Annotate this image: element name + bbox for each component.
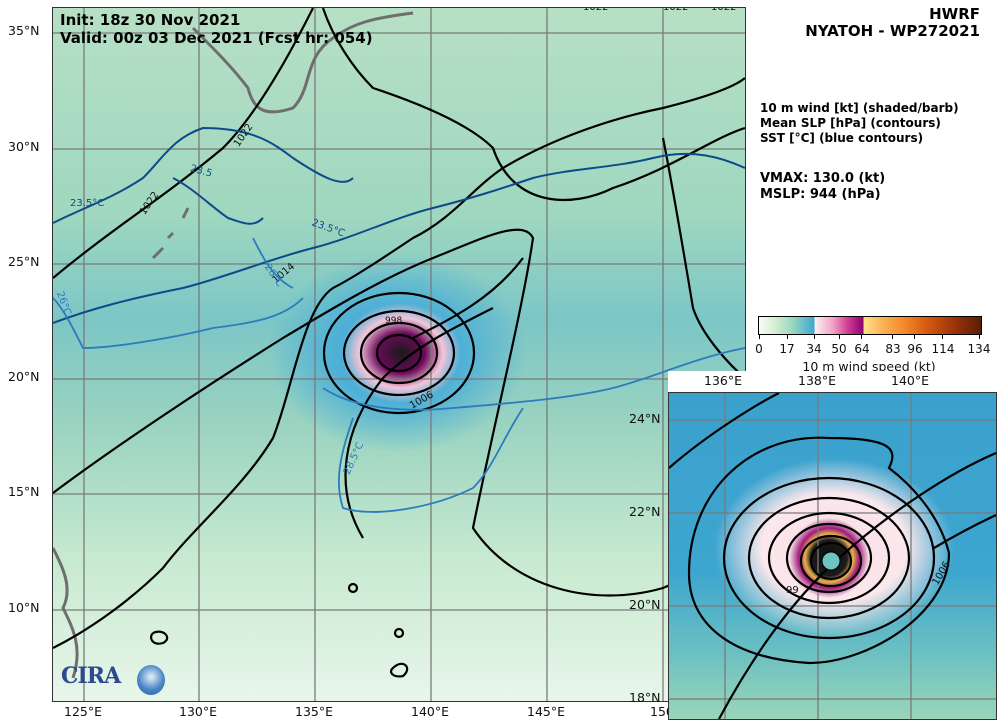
cira-logo: CIRA	[61, 663, 121, 689]
colorbar-tick: 34	[806, 342, 822, 356]
lat-label: 20°N	[8, 369, 40, 384]
inset-slp-contours	[669, 393, 996, 719]
model-name: HWRF	[929, 5, 980, 23]
inset-lat-label: 24°N	[629, 411, 661, 426]
inset-lat-label: 18°N	[629, 690, 661, 705]
colorbar-tick: 114	[931, 342, 955, 356]
inset-lon-label: 140°E	[890, 373, 930, 388]
inset-lon-label: 136°E	[704, 373, 743, 388]
sst-contours	[53, 126, 745, 324]
colorbar-tick: 134	[967, 342, 991, 356]
colorbar-tick: 64	[854, 342, 870, 356]
lat-label: 10°N	[8, 600, 40, 615]
lon-label: 135°E	[294, 704, 334, 719]
cira-logo-text: CIRA	[61, 663, 121, 689]
inset-lat-label: 22°N	[629, 504, 661, 519]
inset-lon-label: 138°E	[797, 373, 837, 388]
lon-label: 140°E	[410, 704, 450, 719]
storm-name: NYATOH - WP272021	[805, 22, 980, 40]
colorbar-tick: 0	[755, 342, 763, 356]
vmax-value: VMAX: 130.0 (kt)	[760, 171, 886, 186]
slp-contour-label: 1022	[583, 7, 609, 13]
lat-label: 35°N	[8, 23, 40, 38]
lat-label: 25°N	[8, 254, 40, 269]
init-time: Init: 18z 30 Nov 2021	[60, 11, 241, 29]
sst-contours-warm	[53, 237, 745, 513]
inset-lat-label: 20°N	[629, 597, 661, 612]
coastlines	[53, 11, 414, 679]
inset-map-overlay	[669, 393, 996, 719]
lon-label: 145°E	[526, 704, 566, 719]
slp-contour-label: 998	[385, 316, 403, 326]
lon-label: 130°E	[178, 704, 218, 719]
valid-time: Valid: 00z 03 Dec 2021 (Fcst hr: 054)	[60, 29, 373, 47]
colorbar-tick: 17	[779, 342, 795, 356]
wind-colorbar	[758, 316, 982, 335]
lon-label: 125°E	[63, 704, 103, 719]
lat-label: 30°N	[8, 139, 40, 154]
main-map-overlay	[53, 8, 745, 701]
slp-contour-label: 1022	[663, 7, 689, 13]
lat-label: 15°N	[8, 484, 40, 499]
sst-contour-label: 23.5°C	[70, 198, 105, 209]
mslp-value: MSLP: 944 (hPa)	[760, 187, 881, 202]
field-sst-label: SST [°C] (blue contours)	[760, 131, 924, 145]
field-wind-label: 10 m wind [kt] (shaded/barb)	[760, 101, 959, 115]
field-slp-label: Mean SLP [hPa] (contours)	[760, 116, 941, 130]
main-map: 1022 1022 1022 1022 1022 1014 1006 998 2…	[52, 7, 746, 702]
inset-slp-contour-label: 99	[786, 585, 799, 596]
inset-map: 1006 99	[668, 392, 997, 720]
slp-contour-label: 1022	[711, 7, 737, 13]
slp-contours	[53, 8, 745, 678]
graticule	[53, 8, 745, 701]
colorbar-tick: 83	[885, 342, 901, 356]
agency-logo-icon	[137, 665, 165, 695]
lon-label: 150	[650, 704, 674, 719]
inset-label-band	[668, 371, 1000, 392]
colorbar-tick: 50	[831, 342, 847, 356]
colorbar-label: 10 m wind speed (kt)	[802, 359, 936, 374]
colorbar-tick: 96	[907, 342, 923, 356]
